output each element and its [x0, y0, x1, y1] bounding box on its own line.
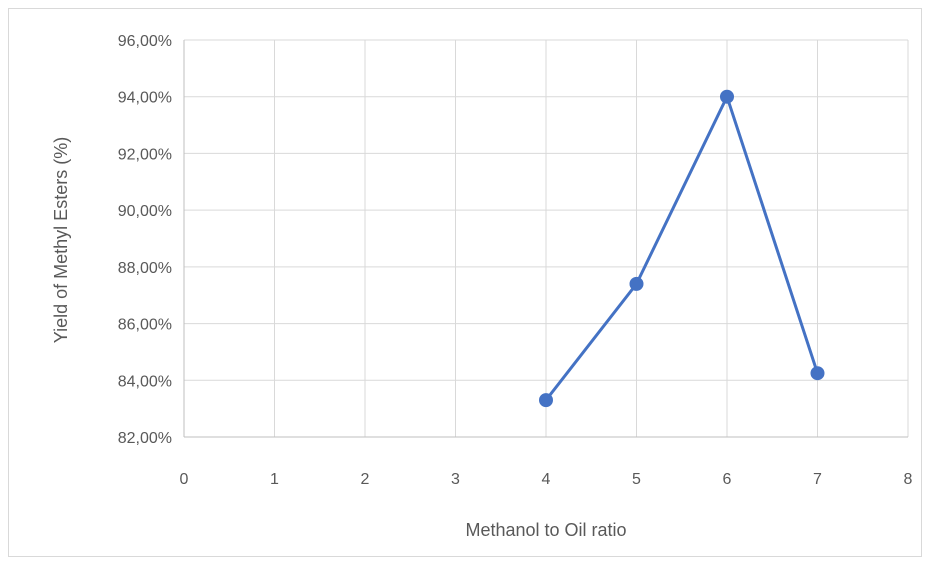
x-tick-labels: 0 1 2 3 4 5 6 7 8	[180, 471, 913, 488]
x-axis-title: Methanol to Oil ratio	[465, 520, 626, 540]
series-line	[544, 95, 819, 402]
y-tick-label: 84,00%	[118, 373, 172, 390]
x-tick-label: 3	[451, 471, 460, 488]
data-point	[720, 89, 734, 104]
data-point	[629, 276, 644, 291]
x-tick-label: 6	[723, 471, 732, 488]
y-tick-label: 86,00%	[118, 317, 172, 334]
y-tick-label: 96,00%	[118, 33, 172, 50]
y-axis-title: Yield of Methyl Esters (%)	[51, 137, 71, 343]
series-group	[539, 89, 825, 408]
data-point	[539, 393, 553, 408]
gridlines	[184, 39, 909, 437]
y-tick-label: 90,00%	[118, 203, 172, 220]
x-tick-label: 0	[180, 471, 189, 488]
x-tick-label: 5	[632, 471, 641, 488]
axes	[183, 40, 908, 438]
x-tick-label: 1	[270, 471, 279, 488]
x-tick-label: 8	[904, 471, 913, 488]
x-tick-label: 2	[361, 471, 370, 488]
y-tick-label: 92,00%	[118, 146, 172, 163]
y-tick-label: 94,00%	[118, 90, 172, 107]
x-tick-label: 7	[813, 471, 822, 488]
data-point	[810, 366, 825, 381]
y-tick-label: 88,00%	[118, 260, 172, 277]
chart-frame	[8, 8, 922, 557]
y-tick-labels: 82,00% 84,00% 86,00% 88,00% 90,00% 92,00% 94,0…	[118, 33, 172, 447]
x-tick-label: 4	[542, 471, 551, 488]
y-tick-label: 82,00%	[118, 430, 172, 447]
